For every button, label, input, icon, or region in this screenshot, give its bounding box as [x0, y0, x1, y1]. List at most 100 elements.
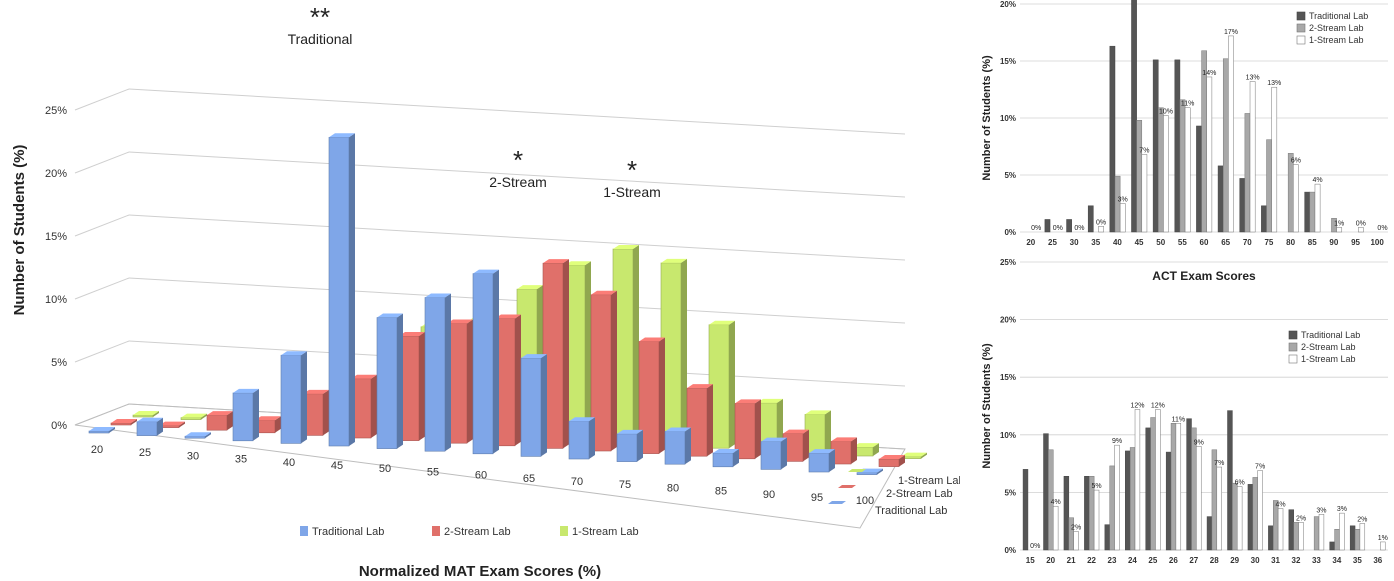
- legend-swatch: [1288, 330, 1298, 340]
- bar-1-stream-lab-33: [1318, 514, 1325, 551]
- legend-label: Traditional Lab: [1301, 330, 1360, 340]
- bar-top-face: [831, 437, 857, 442]
- data-label: 17%: [1224, 29, 1238, 36]
- data-label: 2%: [1357, 517, 1367, 524]
- bar-traditional-lab-60: [472, 269, 499, 455]
- y-tick-label: 5%: [1004, 488, 1016, 497]
- bar-traditional-lab-20: [1043, 433, 1049, 551]
- x-tick-label: 40: [283, 457, 295, 469]
- bar-1-stream-lab-22: [1093, 489, 1100, 551]
- legend-swatch: [300, 526, 308, 536]
- data-label: 9%: [1112, 438, 1122, 445]
- bar-traditional-lab-95: [808, 449, 835, 473]
- y-tick-label: 15%: [1000, 57, 1016, 66]
- bar-top-face: [137, 417, 163, 422]
- bar-1-stream-lab-35: [1098, 226, 1104, 233]
- bar-top-face: [805, 410, 831, 415]
- bar-side-face: [633, 244, 639, 443]
- gridline: [128, 214, 906, 261]
- bar-1-stream-lab-36: [1380, 541, 1386, 551]
- bar-2-stream-lab-29: [1232, 482, 1238, 551]
- bar-traditional-lab-21: [1063, 476, 1070, 551]
- bar-side-face: [109, 427, 115, 433]
- depth-label: 1-Stream Lab: [898, 475, 960, 487]
- bar-side-face: [877, 468, 883, 475]
- bar-traditional-lab-15: [1022, 469, 1029, 551]
- bar-side-face: [755, 399, 761, 459]
- x-tick-label: 22: [1087, 556, 1096, 565]
- data-label: 7%: [1139, 147, 1149, 154]
- bar-2-stream-lab-25: [1150, 417, 1156, 551]
- data-label: 4%: [1051, 499, 1061, 506]
- bar-top-face: [661, 258, 687, 263]
- bar-2-stream-lab-35: [1354, 529, 1361, 551]
- bar-traditional-lab-25: [1044, 219, 1051, 233]
- bar-1-stream-lab-20: [132, 411, 159, 418]
- y-tick-label: 0%: [1004, 546, 1016, 555]
- data-label: 12%: [1130, 402, 1144, 409]
- x-tick-label: 75: [619, 479, 631, 491]
- x-tick-label: 30: [1070, 238, 1079, 247]
- bar-side-face: [205, 432, 211, 439]
- data-label: 9%: [1194, 439, 1204, 446]
- floor-plane: [74, 403, 906, 529]
- legend-label: 1-Stream Lab: [1309, 35, 1364, 45]
- x-tick-label: 45: [331, 460, 343, 472]
- bar-1-stream-lab-50: [1163, 115, 1169, 233]
- bar-traditional-lab-20: [88, 427, 115, 434]
- bar-top-face: [399, 332, 425, 337]
- x-tick-label: 90: [1329, 238, 1338, 247]
- data-label: 12%: [1151, 402, 1165, 409]
- x-tick-label: 20: [1046, 556, 1055, 565]
- bar-top-face: [447, 319, 473, 324]
- bar-top-face: [613, 244, 639, 249]
- data-label: 4%: [1312, 177, 1322, 184]
- bar-side-face: [419, 332, 425, 441]
- bar-side-face: [179, 421, 185, 428]
- x-tick-label: 36: [1373, 556, 1382, 565]
- bar-top-face: [565, 261, 591, 266]
- bar-traditional-lab-30: [1247, 484, 1254, 551]
- bar-1-stream-lab-70: [1249, 81, 1256, 233]
- bar-traditional-lab-40: [1109, 45, 1116, 233]
- bar-1-stream-lab-26: [1175, 423, 1182, 551]
- depth-label: 2-Stream Lab: [886, 488, 953, 500]
- bar-side-face: [371, 374, 377, 438]
- bar-1-stream-lab-100: [900, 452, 927, 459]
- x-tick-label: 85: [1308, 238, 1317, 247]
- bar-side-face: [659, 337, 665, 454]
- bar-2-stream-lab-50: [398, 332, 425, 441]
- bar-traditional-lab-23: [1104, 524, 1110, 551]
- bar-top-face: [181, 413, 207, 418]
- x-tick-label: 55: [427, 466, 439, 478]
- bar-side-face: [825, 410, 831, 454]
- y-tick-label: 5%: [1004, 171, 1016, 180]
- data-label: 0%: [1074, 225, 1084, 232]
- bar-side-face: [873, 443, 879, 456]
- bar-side-face: [131, 419, 137, 425]
- bar-2-stream-lab-20: [1048, 449, 1054, 551]
- annotation-label: Traditional: [288, 31, 353, 47]
- data-label: 0%: [1031, 225, 1041, 232]
- x-tick-label: 60: [475, 470, 487, 482]
- x-tick-label: 55: [1178, 238, 1187, 247]
- chart-title: ACT Exam Scores: [1152, 269, 1256, 283]
- annotation-marker: *: [627, 155, 637, 185]
- x-tick-label: 27: [1189, 556, 1198, 565]
- bar-2-stream-lab-90: [1331, 218, 1337, 233]
- legend-label: Traditional Lab: [312, 526, 384, 538]
- mat-3d-bar-chart: 0% 5% 10% 15% 20% 25% 20 25 30 35 40 45 50 55 60 65 70 75…: [11, 2, 960, 580]
- y-tick-label: 20%: [45, 168, 67, 180]
- annotation-marker: **: [310, 2, 330, 32]
- annotation-label: 2-Stream: [489, 174, 547, 190]
- data-label: 6%: [1235, 480, 1245, 487]
- bar-2-stream-lab-65: [542, 259, 569, 449]
- bar-traditional-lab-27: [1186, 418, 1192, 551]
- y-axis-title: Number of Students (%): [981, 343, 993, 469]
- bar-traditional-lab-35: [1349, 525, 1356, 551]
- legend: Traditional Lab 2-Stream Lab 1-Stream Lab: [1296, 11, 1368, 45]
- bar-1-stream-lab-24: [1134, 409, 1141, 551]
- legend-label: 2-Stream Lab: [444, 526, 511, 538]
- bar-1-stream-lab-65: [1228, 35, 1234, 233]
